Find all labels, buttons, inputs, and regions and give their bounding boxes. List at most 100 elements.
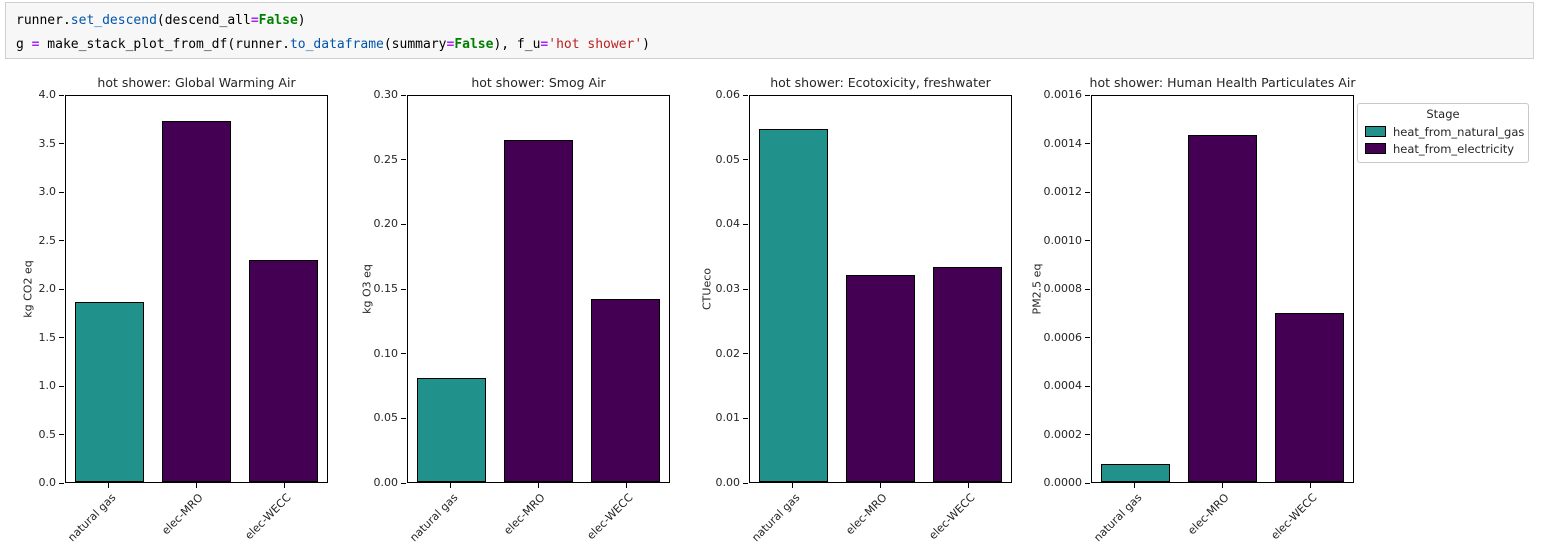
y-tick-label: 0.00 [715, 476, 741, 489]
code-line-1: runner.set_descend(descend_all=False) [16, 9, 1533, 33]
y-tick-label: 0.0002 [1043, 427, 1083, 441]
code-token: = [31, 37, 40, 52]
x-tick-label: elec-WECC [926, 491, 978, 543]
y-tick-label: 3.0 [38, 185, 57, 198]
y-tick-mark [1085, 191, 1090, 193]
y-tick-mark [59, 240, 64, 241]
code-token: make_stack_plot_from_df(runner. [39, 37, 290, 52]
y-tick-label: 0.05 [373, 411, 399, 425]
x-tick-mark [1134, 483, 1136, 488]
legend-entry: heat_from_natural_gas [1365, 123, 1524, 140]
x-tick-label: natural gas [748, 491, 803, 545]
y-tick-label: 0.0000 [1043, 476, 1083, 489]
x-tick-mark [1309, 483, 1311, 488]
subplot-global-warming-air: hot shower: Global Warming Air kg CO2 eq 0… [22, 75, 328, 544]
subplot-title: hot shower: Ecotoxicity, freshwater [770, 75, 991, 90]
code-token: (summary [383, 37, 447, 52]
y-tick-mark [743, 353, 748, 355]
y-tick-mark [1085, 143, 1090, 144]
plot-area [65, 95, 328, 483]
bar-natural-gas [758, 129, 829, 482]
legend-entry: heat_from_electricity [1365, 140, 1521, 157]
y-tick-label: 0.10 [373, 346, 399, 360]
y-tick-label: 0.0008 [1043, 282, 1083, 295]
x-tick-label: elec-WECC [242, 491, 294, 543]
y-tick-mark [401, 159, 406, 161]
code-token: (descend_all [156, 13, 251, 28]
y-tick-mark [401, 223, 406, 225]
y-tick-label: 0.04 [715, 217, 741, 231]
y-tick-label: 0.0016 [1043, 88, 1083, 101]
subplot-title: hot shower: Global Warming Air [97, 75, 296, 90]
y-tick-label: 0.05 [715, 152, 741, 166]
subplot-human-health-particulates-air: hot shower: Human Health Particulates Ai… [1031, 75, 1356, 544]
y-tick-label: 0.20 [373, 217, 399, 231]
y-tick-mark [59, 94, 64, 96]
y-tick-mark [401, 288, 406, 290]
y-tick-mark [743, 482, 748, 484]
y-tick-label: 0.01 [715, 411, 741, 425]
y-tick-label: 0.30 [373, 88, 399, 101]
y-tick-mark [401, 353, 406, 355]
y-tick-mark [59, 288, 64, 290]
plot-area [407, 95, 670, 483]
y-tick-mark [59, 337, 64, 338]
y-tick-mark [59, 143, 64, 144]
x-tick-mark [967, 483, 969, 488]
bar-elec-mro [503, 139, 574, 482]
bar-elec-wecc [1274, 313, 1345, 482]
y-tick-mark [1085, 94, 1090, 96]
y-tick-mark [743, 223, 748, 225]
y-tick-mark [401, 94, 406, 96]
bar-elec-wecc [248, 260, 319, 482]
y-tick-label: 1.5 [38, 330, 57, 344]
y-tick-label: 4.0 [38, 88, 57, 101]
y-tick-label: 0.0010 [1043, 233, 1083, 247]
y-tick-mark [1085, 434, 1090, 435]
y-tick-label: 0.06 [715, 88, 741, 101]
bar-elec-mro [161, 121, 232, 482]
bar-elec-mro [845, 274, 916, 482]
code-token: = [446, 37, 455, 52]
x-tick-mark [1222, 483, 1223, 488]
legend-title: Stage [1426, 107, 1460, 121]
code-token: ) [642, 37, 650, 52]
bar-elec-wecc [590, 299, 661, 482]
code-token: ) [297, 13, 306, 28]
y-tick-mark [59, 482, 64, 484]
y-tick-mark [743, 417, 748, 419]
y-tick-mark [401, 417, 406, 419]
y-tick-label: 0.0004 [1043, 379, 1083, 392]
code-token: set_descend [70, 13, 157, 28]
y-tick-mark [1085, 482, 1090, 484]
y-tick-mark [1085, 385, 1090, 387]
y-tick-mark [1085, 288, 1090, 290]
y-tick-label: 0.00 [373, 476, 399, 489]
x-tick-label: elec-MRO [843, 491, 890, 538]
legend-label: heat_from_electricity [1393, 141, 1515, 156]
legend-swatch [1365, 143, 1386, 154]
bar-elec-wecc [932, 267, 1003, 482]
code-token: = [250, 13, 259, 28]
y-tick-mark [743, 288, 748, 290]
y-tick-label: 2.5 [38, 233, 57, 247]
y-tick-mark [59, 191, 64, 193]
x-tick-mark [880, 483, 881, 488]
x-tick-label: natural gas [1090, 491, 1145, 545]
subplot-ecotoxicity-freshwater: hot shower: Ecotoxicity, freshwater CTUec… [701, 75, 1012, 544]
bar-natural-gas [74, 301, 145, 482]
code-token: False [454, 37, 494, 52]
x-tick-label: elec-MRO [1185, 491, 1232, 538]
code-token: False [258, 13, 298, 28]
x-tick-mark [792, 483, 794, 488]
x-tick-label: natural gas [406, 491, 461, 545]
y-tick-label: 0.5 [38, 427, 57, 441]
y-tick-mark [59, 385, 64, 387]
legend-swatch [1365, 126, 1386, 137]
code-token: = [540, 37, 549, 52]
x-tick-mark [108, 483, 110, 488]
code-cell[interactable]: runner.set_descend(descend_all=False)g =… [5, 2, 1534, 59]
x-tick-label: elec-MRO [501, 491, 548, 538]
y-tick-mark [1085, 337, 1090, 338]
code-token: g [16, 37, 32, 52]
